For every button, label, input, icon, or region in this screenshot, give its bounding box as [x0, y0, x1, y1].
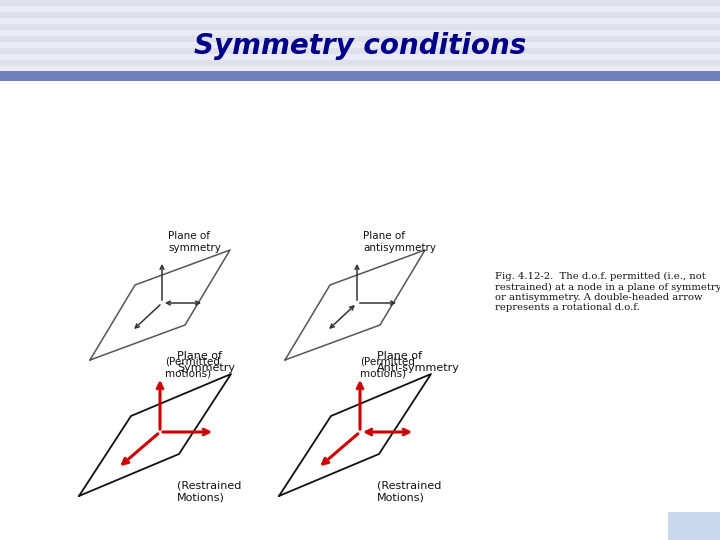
Bar — [0, 0, 720, 6]
Bar — [0, 24, 720, 30]
Bar — [0, 36, 720, 42]
Text: Plane of
symmetry: Plane of symmetry — [168, 232, 221, 253]
Bar — [0, 78, 720, 84]
Bar — [0, 30, 720, 36]
Text: (Restrained
Motions): (Restrained Motions) — [377, 481, 441, 503]
Text: (Permitted
motions): (Permitted motions) — [165, 357, 220, 379]
Text: Plane of
Symmetry: Plane of Symmetry — [177, 352, 235, 373]
Text: Plane of
antisymmetry: Plane of antisymmetry — [363, 232, 436, 253]
Bar — [0, 48, 720, 54]
Bar — [0, 12, 720, 18]
Bar — [0, 18, 720, 24]
Bar — [0, 6, 720, 12]
Bar — [0, 60, 720, 66]
Bar — [668, 512, 720, 540]
Text: (Permitted
motions): (Permitted motions) — [360, 357, 415, 379]
Bar — [0, 72, 720, 78]
Bar — [0, 66, 720, 72]
Bar — [0, 81, 720, 540]
Text: Fig. 4.12-2.  The d.o.f. permitted (i.e., not
restrained) at a node in a plane o: Fig. 4.12-2. The d.o.f. permitted (i.e.,… — [495, 272, 720, 313]
Bar — [0, 81, 720, 85]
Text: Plane of
Anti-symmetry: Plane of Anti-symmetry — [377, 352, 460, 373]
Bar — [0, 71, 720, 81]
Text: Symmetry conditions: Symmetry conditions — [194, 32, 526, 60]
Text: (Restrained
Motions): (Restrained Motions) — [177, 481, 241, 503]
Bar — [0, 54, 720, 60]
Bar — [0, 42, 720, 48]
